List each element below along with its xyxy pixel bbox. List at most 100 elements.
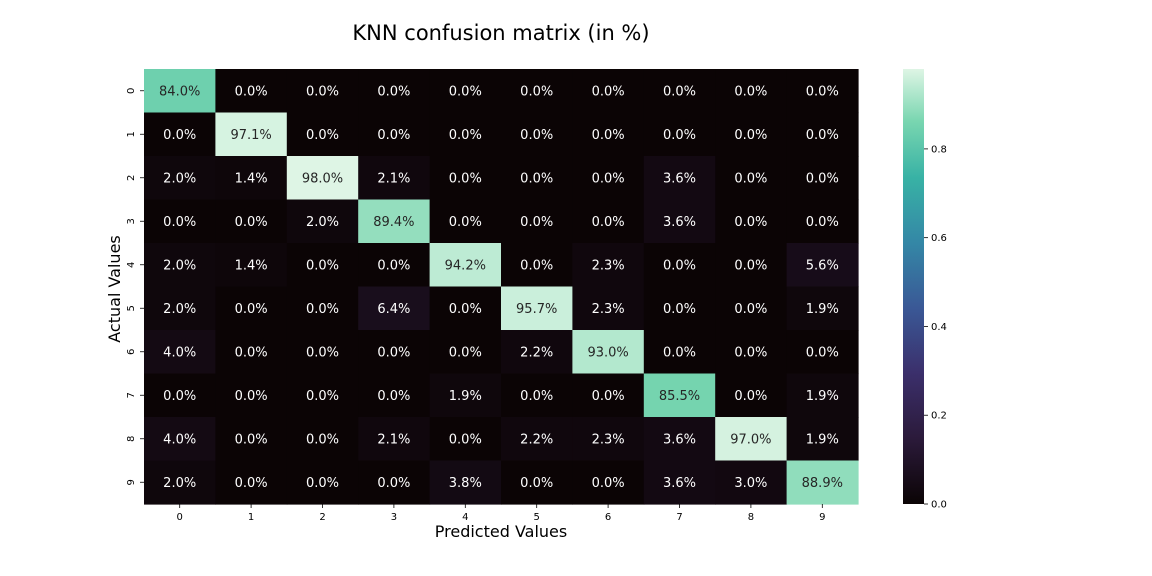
cell-annotation: 0.0% — [449, 128, 482, 143]
x-tick-label: 2 — [319, 512, 325, 523]
heatmap-cell — [501, 243, 573, 288]
heatmap-cell — [144, 199, 216, 244]
heatmap-cell — [572, 286, 645, 331]
heatmap-cell — [215, 460, 288, 505]
heatmap-cell — [786, 69, 859, 114]
colorbar — [903, 69, 924, 504]
colorbar-gradient — [903, 69, 924, 504]
cell-annotation: 0.0% — [377, 476, 410, 491]
heatmap-cell — [358, 243, 431, 288]
cell-annotation: 2.0% — [163, 171, 196, 186]
heatmap-cell — [286, 112, 359, 157]
cell-annotation: 0.0% — [734, 389, 767, 404]
heatmap-cell — [786, 417, 859, 462]
heatmap-cell — [286, 330, 359, 375]
cell-annotation: 0.0% — [235, 302, 268, 317]
cell-annotation: 0.0% — [235, 215, 268, 230]
cell-annotation: 5.6% — [806, 258, 839, 273]
cell-annotation: 85.5% — [659, 389, 700, 404]
cell-annotation: 2.3% — [592, 302, 625, 317]
heatmap-cell — [572, 243, 645, 288]
heatmap-grid: 84.0% 0.0% 0.0% 0.0% 0.0% 0.0% 0.0% 0.0% 0.0% 0.0… — [144, 69, 859, 505]
heatmap-cell — [429, 243, 502, 288]
y-tick-label: 2 — [126, 175, 137, 181]
heatmap-cell — [429, 460, 502, 505]
heatmap-cell — [572, 112, 645, 157]
heatmap-cell — [286, 199, 359, 244]
cell-annotation: 0.0% — [377, 389, 410, 404]
cell-annotation: 2.0% — [163, 476, 196, 491]
heatmap-cell — [144, 417, 216, 462]
cell-annotation: 0.0% — [520, 389, 553, 404]
heatmap-cell — [144, 330, 216, 375]
cell-annotation: 0.0% — [520, 84, 553, 99]
cell-annotation: 0.0% — [592, 84, 625, 99]
cell-annotation: 0.0% — [806, 128, 839, 143]
cell-annotation: 0.0% — [306, 302, 339, 317]
cell-annotation: 93.0% — [587, 345, 628, 360]
heatmap-cell — [429, 373, 502, 418]
colorbar-tick-label: 0.0 — [931, 500, 947, 511]
heatmap-cell — [572, 69, 645, 114]
heatmap-cell — [286, 460, 359, 505]
y-tick-label: 4 — [126, 262, 137, 268]
y-tick-label: 0 — [126, 88, 137, 94]
cell-annotation: 3.6% — [663, 476, 696, 491]
x-tick-label: 0 — [177, 512, 183, 523]
heatmap-cell — [643, 199, 716, 244]
heatmap-cell — [144, 69, 216, 114]
cell-annotation: 0.0% — [734, 128, 767, 143]
cell-annotation: 94.2% — [445, 258, 486, 273]
cell-annotation: 0.0% — [306, 258, 339, 273]
heatmap-cell — [358, 330, 431, 375]
heatmap-cell — [215, 373, 288, 418]
cell-annotation: 0.0% — [592, 171, 625, 186]
y-tick-label: 5 — [126, 305, 137, 311]
heatmap-cell — [429, 69, 502, 114]
cell-annotation: 2.1% — [377, 171, 410, 186]
cell-annotation: 2.2% — [520, 345, 553, 360]
cell-annotation: 0.0% — [734, 84, 767, 99]
cell-annotation: 0.0% — [806, 171, 839, 186]
cell-annotation: 84.0% — [159, 84, 200, 99]
heatmap-cell — [358, 286, 431, 331]
cell-annotation: 3.6% — [663, 215, 696, 230]
cell-annotation: 2.3% — [592, 432, 625, 447]
heatmap-cell — [144, 112, 216, 157]
cell-annotation: 0.0% — [235, 345, 268, 360]
heatmap-cell — [429, 330, 502, 375]
heatmap-cell — [572, 460, 645, 505]
cell-annotation: 95.7% — [516, 302, 557, 317]
y-tick-label: 9 — [126, 479, 137, 485]
heatmap-cell — [358, 156, 431, 201]
cell-annotation: 0.0% — [663, 128, 696, 143]
heatmap-cell — [643, 156, 716, 201]
heatmap-cell — [786, 156, 859, 201]
cell-annotation: 2.0% — [163, 258, 196, 273]
heatmap-cell — [501, 69, 573, 114]
heatmap-cell — [429, 417, 502, 462]
cell-annotation: 0.0% — [377, 84, 410, 99]
heatmap-cell — [643, 243, 716, 288]
cell-annotation: 89.4% — [373, 215, 414, 230]
cell-annotation: 2.1% — [377, 432, 410, 447]
cell-annotation: 4.0% — [163, 432, 196, 447]
heatmap-cell — [715, 112, 788, 157]
cell-annotation: 0.0% — [306, 345, 339, 360]
cell-annotation: 0.0% — [734, 171, 767, 186]
heatmap-cell — [572, 417, 645, 462]
heatmap-cell — [286, 286, 359, 331]
cell-annotation: 97.1% — [230, 128, 271, 143]
heatmap-cell — [643, 373, 716, 418]
heatmap-cell — [786, 199, 859, 244]
cell-annotation: 97.0% — [730, 432, 771, 447]
cell-annotation: 4.0% — [163, 345, 196, 360]
heatmap-cell — [215, 112, 288, 157]
cell-annotation: 0.0% — [306, 84, 339, 99]
heatmap-cell — [144, 460, 216, 505]
heatmap-cell — [215, 69, 288, 114]
cell-annotation: 0.0% — [734, 215, 767, 230]
cell-annotation: 2.0% — [306, 215, 339, 230]
y-tick-label: 6 — [126, 349, 137, 355]
